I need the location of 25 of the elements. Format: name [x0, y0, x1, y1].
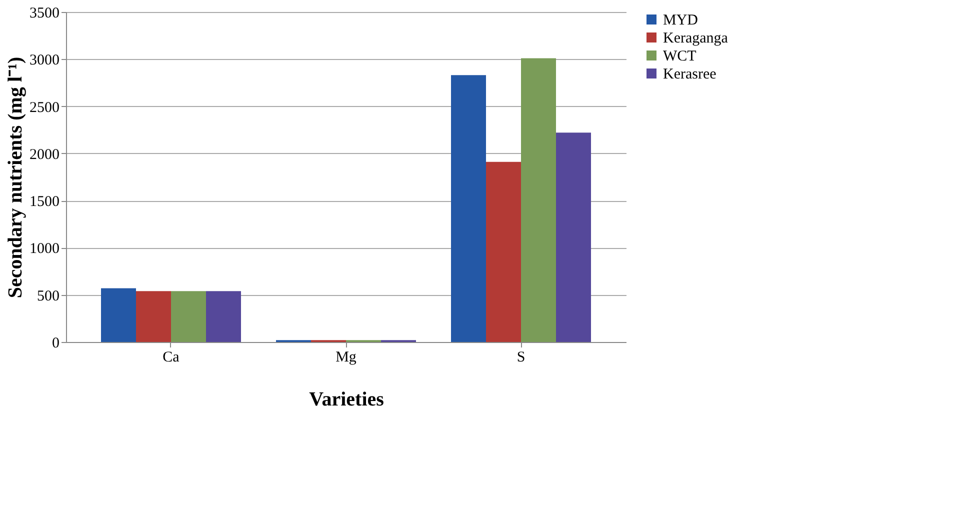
- y-tick-label: 500: [37, 288, 60, 304]
- bar: [486, 162, 521, 342]
- x-tick-label: Mg: [336, 350, 357, 366]
- legend-label: Kerasree: [663, 66, 717, 82]
- x-tick-label: S: [516, 350, 526, 366]
- bar: [136, 291, 171, 342]
- y-axis-title: Secondary nutrients (mg l⁻¹): [4, 56, 26, 298]
- y-tick-label: 1000: [30, 241, 60, 258]
- x-axis-title: Varieties: [309, 388, 384, 410]
- bar: [171, 291, 206, 342]
- y-tick-label: 0: [52, 336, 60, 352]
- bar: [451, 75, 486, 342]
- legend-label: WCT: [663, 48, 696, 64]
- y-tick-label: 1500: [30, 194, 60, 210]
- legend-label: Keraganga: [663, 30, 728, 46]
- legend-label: MYD: [663, 12, 698, 28]
- y-tick-label: 2500: [30, 100, 60, 116]
- y-tick-label: 3000: [30, 52, 60, 69]
- y-tick-label: 3500: [30, 6, 60, 22]
- y-tick-label: 2000: [30, 146, 60, 163]
- bar: [556, 132, 591, 342]
- x-tick-label: Ca: [162, 350, 180, 366]
- bar: [521, 58, 556, 342]
- bar: [101, 288, 136, 342]
- bar: [206, 291, 241, 342]
